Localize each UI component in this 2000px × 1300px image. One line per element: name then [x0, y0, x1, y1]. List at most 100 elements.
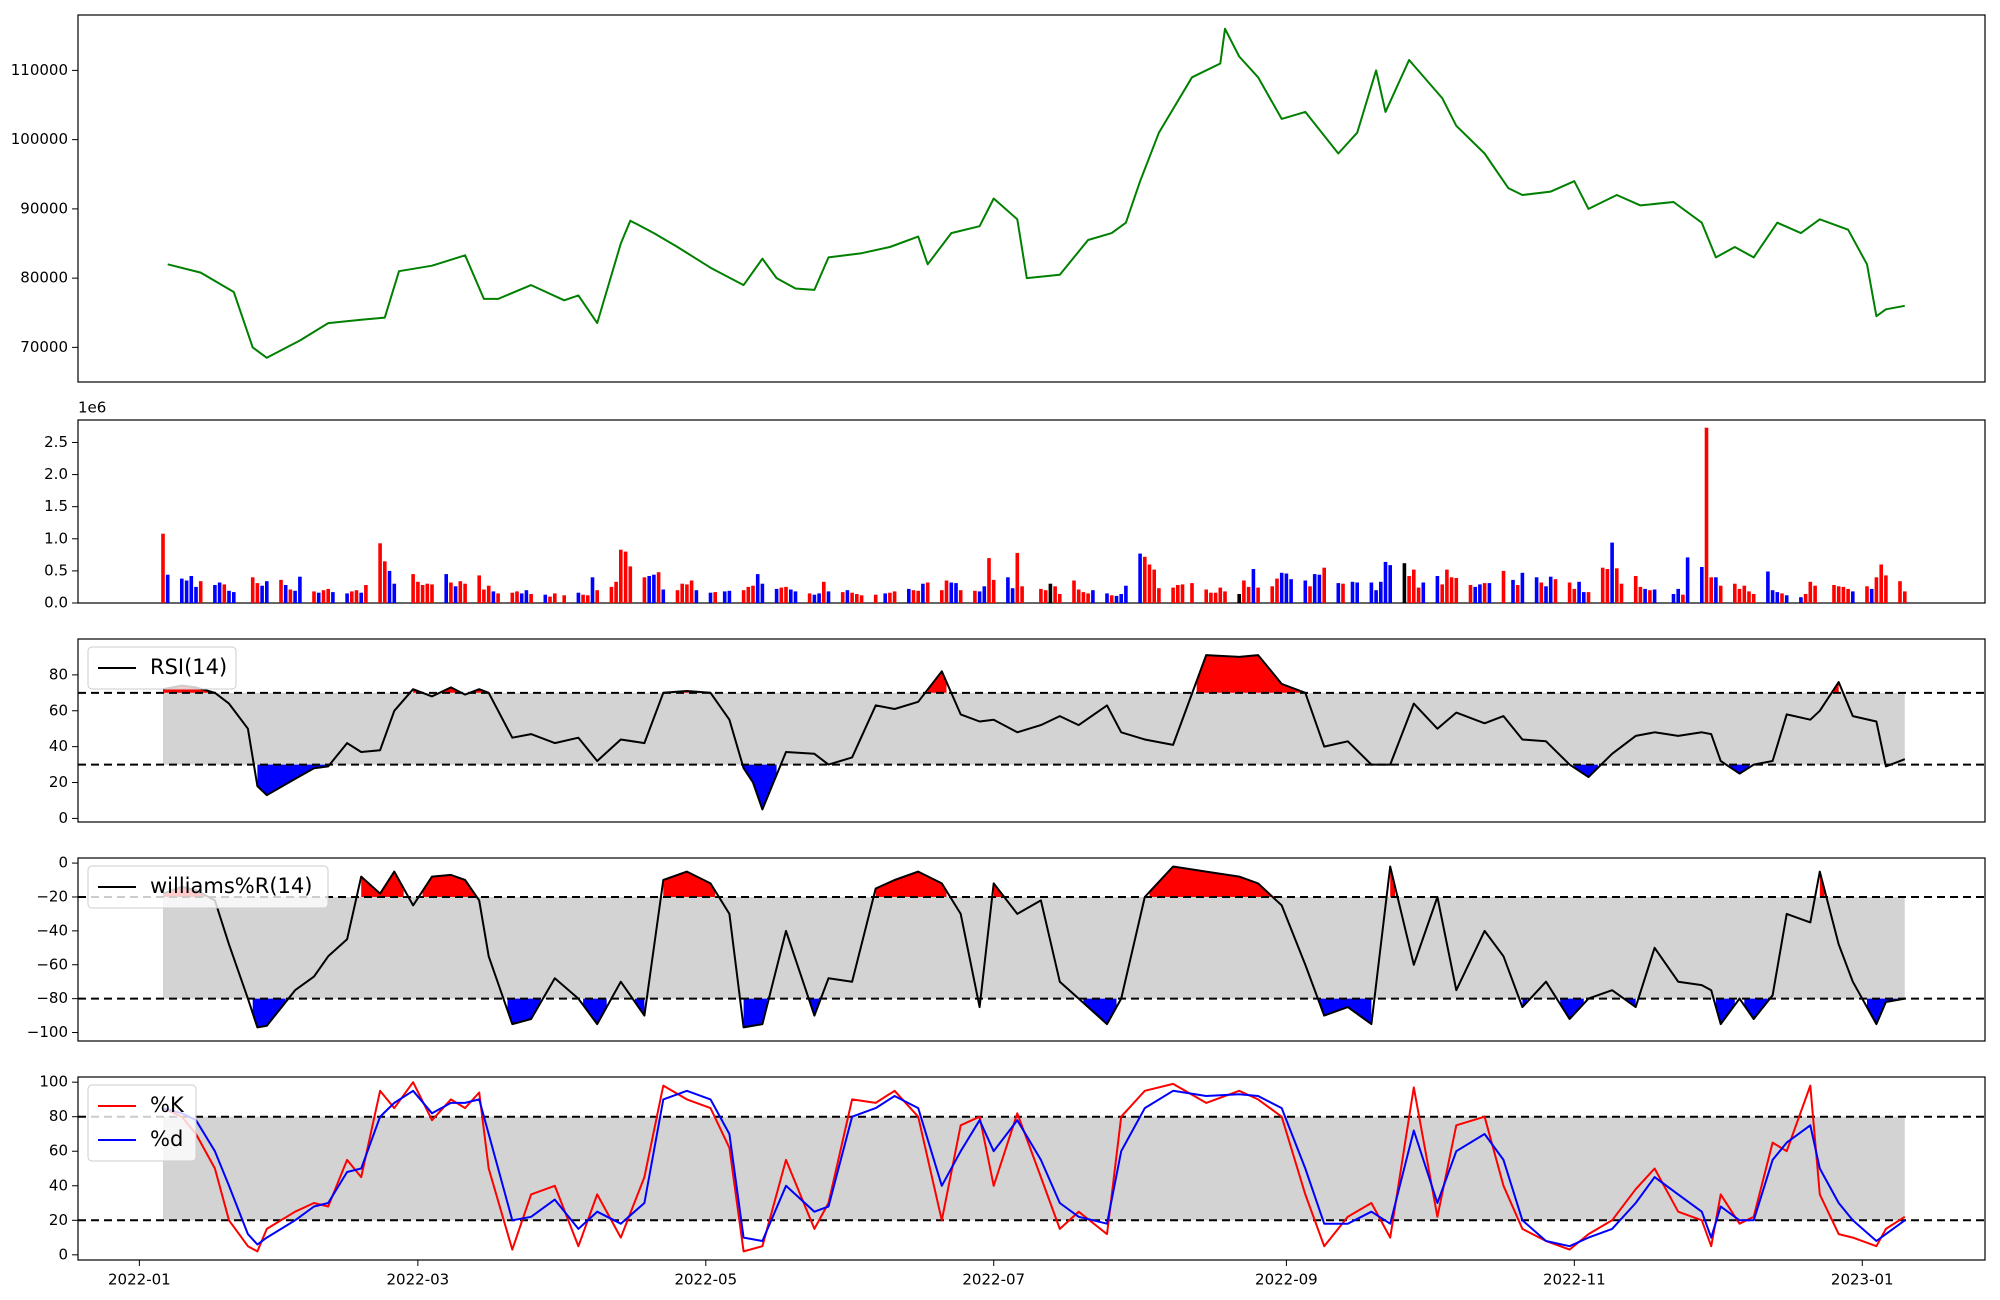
williams-legend-box: [87, 865, 329, 909]
volume-bar: [1303, 580, 1308, 603]
volume-bar: [822, 581, 826, 603]
volume-bar: [958, 590, 963, 603]
volume-bar: [1836, 586, 1841, 603]
volume-bar: [1143, 556, 1147, 603]
volume-bar: [727, 590, 732, 603]
volume-bar: [1534, 577, 1539, 603]
volume-bar: [1435, 576, 1440, 603]
x-tick-label: 2022-11: [1543, 1271, 1606, 1289]
volume-bar: [1407, 576, 1411, 603]
volume-bar: [1350, 581, 1355, 603]
volume-bar: [1124, 585, 1128, 603]
volume-bar: [883, 593, 887, 603]
volume-bar: [444, 574, 448, 603]
stochastic-ytick-label: 60: [49, 1142, 68, 1160]
volume-bar: [1539, 582, 1544, 603]
volume-bar: [855, 594, 859, 603]
volume-bar: [1619, 583, 1624, 603]
stochastic-ytick-label: 100: [39, 1073, 68, 1091]
volume-bar: [850, 592, 854, 603]
rsi-ytick-label: 0: [58, 809, 68, 827]
volume-bar: [350, 591, 354, 603]
rsi-line: [162, 654, 1906, 811]
stochastic-ytick-label: 80: [49, 1107, 68, 1125]
volume-bar: [925, 582, 930, 603]
volume-bar: [755, 574, 760, 603]
volume-bar: [1312, 574, 1317, 603]
volume-bar: [1440, 584, 1444, 603]
volume-bar: [420, 585, 425, 603]
volume-bar: [453, 586, 458, 603]
volume-bar: [826, 591, 831, 603]
volume-bar: [321, 590, 326, 603]
volume-bar: [1747, 591, 1751, 603]
williams-oversold-fill: [252, 998, 286, 1028]
rsi-oversold-fill: [1730, 764, 1749, 774]
rsi-overbought-fill: [927, 671, 947, 693]
volume-bar: [973, 590, 977, 603]
volume-bar: [1402, 563, 1407, 603]
volume-bar: [793, 591, 798, 603]
rsi-oversold-fill: [743, 764, 777, 810]
volume-ytick-label: 1.0: [44, 529, 68, 547]
volume-bar: [1780, 593, 1784, 603]
volume-bar: [217, 582, 222, 603]
volume-bar: [1501, 570, 1506, 603]
volume-bar: [1114, 595, 1119, 603]
volume-bar: [345, 593, 349, 603]
volume-bar: [774, 588, 779, 603]
volume-bar: [1808, 581, 1813, 603]
volume-bar: [916, 590, 920, 603]
volume-bar: [576, 592, 581, 603]
volume-bar: [1317, 574, 1322, 603]
volume-bar: [1487, 583, 1492, 603]
price-ytick-label: 100000: [11, 130, 68, 148]
volume-bar: [1681, 594, 1685, 603]
volume-bar: [1879, 564, 1883, 603]
volume-bar: [515, 591, 519, 603]
stochastic-legend-box: [87, 1084, 197, 1162]
williams-legend-label: williams%R(14): [150, 874, 312, 898]
volume-bar: [383, 561, 387, 603]
volume-bar: [288, 589, 293, 603]
volume-bar: [1180, 584, 1185, 603]
volume-bar: [1709, 577, 1713, 603]
williams-oversold-fill: [1319, 998, 1372, 1025]
volume-bar: [1119, 594, 1123, 603]
volume-bar: [548, 596, 552, 603]
volume-bar: [1567, 582, 1572, 603]
volume-bar: [1058, 594, 1062, 603]
williams-ytick-label: −60: [36, 955, 68, 973]
volume-bar: [1548, 576, 1553, 603]
volume-bar: [760, 583, 765, 603]
x-tick-label: 2023-01: [1831, 1271, 1894, 1289]
volume-bar: [1043, 590, 1048, 603]
volume-bar: [595, 590, 599, 603]
volume-bar: [1251, 569, 1256, 603]
x-tick-label: 2022-01: [108, 1271, 171, 1289]
rsi-overbought-fill: [1196, 655, 1301, 693]
volume-bar: [519, 593, 524, 603]
volume-bar: [586, 595, 590, 603]
volume-bar: [312, 591, 316, 603]
volume-bar: [354, 590, 359, 603]
volume-bar: [845, 590, 850, 603]
volume-bar: [911, 590, 916, 603]
volume-bar: [656, 572, 661, 603]
volume-bar: [1520, 572, 1525, 603]
volume-bar: [1685, 557, 1690, 603]
volume-bar: [807, 593, 812, 603]
williams-oversold-fill: [743, 998, 768, 1028]
price-axes-frame: [77, 14, 1986, 383]
volume-bar: [189, 576, 194, 603]
volume-bar: [425, 583, 430, 603]
volume-bar: [562, 595, 566, 603]
volume-bar: [411, 574, 415, 603]
volume-bar: [1072, 580, 1076, 603]
volume-bar: [1388, 565, 1392, 603]
volume-bar: [1577, 581, 1581, 603]
volume-bar: [378, 543, 382, 603]
volume-bar: [198, 581, 203, 603]
price-ytick-label: 80000: [20, 269, 68, 287]
volume-bar: [1152, 569, 1156, 603]
